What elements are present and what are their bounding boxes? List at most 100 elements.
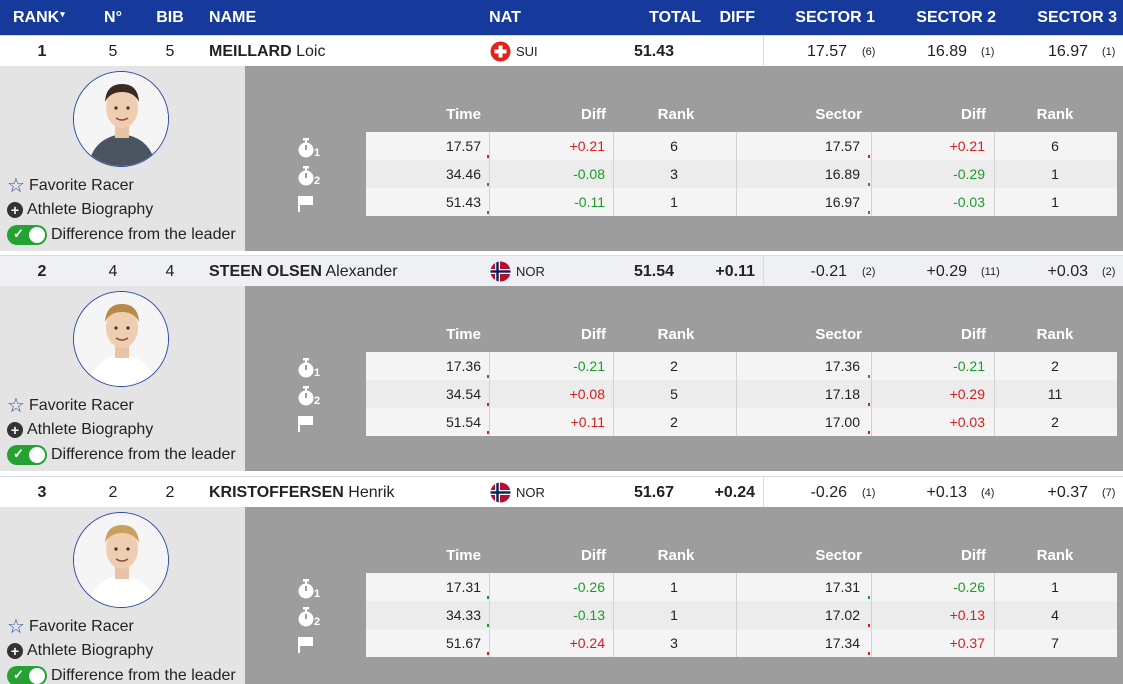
diff-column-header[interactable]: DIFF [719, 9, 755, 26]
number-cell: 5 [108, 43, 118, 60]
sector1-rank: (1) [862, 487, 876, 499]
sector3-rank: (7) [1102, 487, 1116, 499]
toggle-switch-icon[interactable]: ✓ [7, 225, 47, 245]
trend-tick-mark [868, 652, 870, 655]
trend-tick-mark [868, 183, 870, 186]
athlete-name[interactable]: STEEN OLSEN Alexander [209, 263, 398, 281]
difference-toggle-label: Difference from the leader [51, 446, 236, 463]
stopwatch-icon: 1 [297, 138, 321, 159]
interval-rank: 2 [670, 358, 678, 374]
athlete-profile: ☆ Favorite Racer + Athlete Biography ✓ D… [0, 66, 245, 251]
interval-time: 51.43 [445, 194, 481, 210]
favorite-racer-button[interactable]: ☆ Favorite Racer [7, 396, 134, 416]
nation-column-header[interactable]: NAT [489, 9, 521, 26]
sector-rank: 7 [1051, 635, 1059, 651]
athlete-biography-label: Athlete Biography [27, 642, 154, 659]
athlete-firstname: Henrik [348, 484, 395, 501]
time-header: Time [446, 547, 481, 564]
athlete-detail-panel: ☆ Favorite Racer + Athlete Biography ✓ D… [0, 286, 1123, 471]
athlete-summary-row[interactable]: 3 2 2 KRISTOFFERSEN Henrik NOR 51.67 +0.… [0, 476, 1123, 508]
favorite-racer-label: Favorite Racer [28, 618, 134, 635]
rank-column-header[interactable]: RANK▾ [13, 9, 65, 27]
plus-circle-icon: + [7, 202, 23, 218]
athlete-detail-panel: ☆ Favorite Racer + Athlete Biography ✓ D… [0, 66, 1123, 251]
athlete-firstname: Alexander [325, 263, 398, 280]
athlete-summary-row[interactable]: 2 4 4 STEEN OLSEN Alexander NOR 51.54 +0… [0, 255, 1123, 287]
sector-diff: -0.03 [953, 194, 985, 210]
intermediate-row: 51.43 -0.11 1 16.97 -0.03 1 [366, 188, 1117, 216]
sector-rank: 11 [1047, 386, 1063, 402]
athlete-biography-button[interactable]: + Athlete Biography [7, 201, 153, 219]
diff-cell: +0.11 [715, 263, 755, 280]
bib-cell: 5 [165, 43, 175, 60]
stopwatch-icon: 2 [297, 166, 321, 187]
norway-flag [490, 482, 511, 503]
sector-rank-header: Rank [1036, 547, 1074, 564]
sector-diff-header: Diff [961, 326, 986, 343]
number-column-header[interactable]: N° [104, 9, 122, 26]
stopwatch-icon: 1 [297, 358, 321, 379]
cell-divider [489, 629, 490, 657]
sector1-rank: (2) [862, 266, 876, 278]
difference-toggle[interactable]: ✓ Difference from the leader [7, 666, 236, 684]
sector-time: 17.18 [824, 386, 860, 402]
toggle-switch-icon[interactable]: ✓ [7, 666, 47, 684]
sector2-value: +0.13 [926, 484, 967, 501]
sector-time: 16.97 [824, 194, 860, 210]
sector-rank: 6 [1051, 138, 1059, 154]
sector2-column-header[interactable]: SECTOR 2 [916, 9, 996, 26]
nation-code: NOR [516, 264, 545, 279]
sector3-column-header[interactable]: SECTOR 3 [1037, 9, 1117, 26]
cell-divider [736, 160, 737, 188]
sector2-value: 16.89 [926, 43, 967, 60]
nation-code: NOR [516, 485, 545, 500]
toggle-switch-icon[interactable]: ✓ [7, 445, 47, 465]
sector-time: 17.00 [824, 414, 860, 430]
bib-column-header[interactable]: BIB [156, 9, 184, 26]
athlete-name[interactable]: MEILLARD Loic [209, 43, 325, 61]
sector-header: Sector [815, 106, 862, 123]
athlete-avatar [73, 512, 169, 608]
athlete-biography-button[interactable]: + Athlete Biography [7, 421, 153, 439]
sector1-column-header[interactable]: SECTOR 1 [795, 9, 875, 26]
athlete-biography-button[interactable]: + Athlete Biography [7, 642, 153, 660]
sector3-rank: (1) [1102, 46, 1116, 58]
cell-divider [736, 188, 737, 216]
athlete-surname: STEEN OLSEN [209, 263, 322, 280]
intermediate-row: 17.36 -0.21 2 17.36 -0.21 2 [366, 352, 1117, 380]
favorite-racer-button[interactable]: ☆ Favorite Racer [7, 176, 134, 196]
sector-rank: 2 [1051, 358, 1059, 374]
trend-tick-mark [487, 183, 489, 186]
nation-cell: NOR [490, 482, 545, 503]
sector-time: 17.57 [824, 138, 860, 154]
interval-time: 34.46 [445, 166, 481, 182]
star-icon: ☆ [7, 616, 25, 638]
favorite-racer-button[interactable]: ☆ Favorite Racer [7, 616, 134, 638]
cell-divider [613, 601, 614, 629]
difference-toggle[interactable]: ✓ Difference from the leader [7, 225, 236, 245]
cell-divider [736, 601, 737, 629]
name-column-header[interactable]: NAME [209, 9, 257, 26]
cell-divider [489, 408, 490, 436]
cell-divider [871, 380, 872, 408]
intermediate-times-panel: Time Diff Rank Sector Diff Rank 1 2 [245, 66, 1123, 251]
cell-divider [994, 132, 995, 160]
trend-tick-mark [868, 624, 870, 627]
cell-divider [489, 188, 490, 216]
total-column-header[interactable]: TOTAL [649, 9, 701, 26]
athlete-summary-row[interactable]: 1 5 5 MEILLARD Loic SUI 51.43 17.57 (6) … [0, 35, 1123, 67]
athlete-surname: KRISTOFFERSEN [209, 484, 344, 501]
interval-diff: +0.24 [569, 635, 605, 651]
sector2-rank: (4) [981, 487, 995, 499]
stopwatch-icon: 2 [297, 607, 321, 628]
sector-header: Sector [815, 547, 862, 564]
rank-header-label: RANK [13, 9, 60, 26]
athlete-profile: ☆ Favorite Racer + Athlete Biography ✓ D… [0, 286, 245, 471]
cell-divider [994, 380, 995, 408]
sector2-rank: (11) [981, 266, 1000, 278]
interval-diff: -0.26 [573, 579, 605, 595]
difference-toggle[interactable]: ✓ Difference from the leader [7, 445, 236, 465]
cell-divider [736, 132, 737, 160]
athlete-name[interactable]: KRISTOFFERSEN Henrik [209, 484, 395, 502]
rank-cell: 1 [37, 43, 47, 60]
